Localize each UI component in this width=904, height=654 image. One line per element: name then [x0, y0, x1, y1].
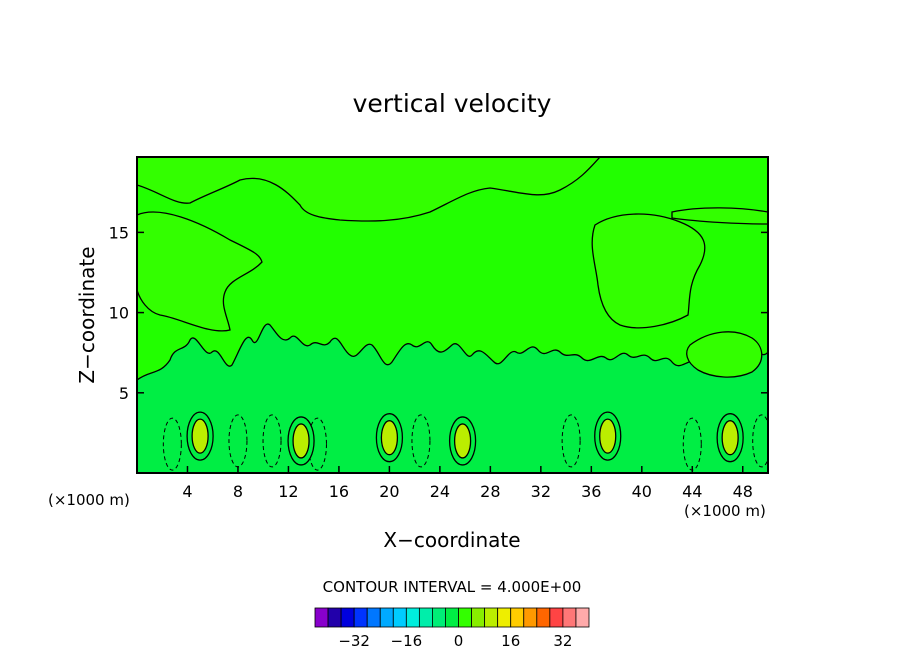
colorbar-swatch: [405, 607, 420, 628]
y-axis: 5 10 15: [109, 223, 768, 403]
contour-interval-label: CONTOUR INTERVAL = 4.000E+00: [323, 578, 582, 596]
x-unit-left: (×1000 m): [48, 491, 130, 509]
downdraft-core: [162, 417, 182, 471]
colorbar-swatch: [340, 607, 355, 628]
x-tick-label: 20: [379, 482, 399, 501]
colorbar-tick-label: 0: [454, 632, 464, 650]
colorbar-swatch: [549, 607, 564, 628]
velocity-cores: [162, 411, 768, 471]
upper-contour-top: [137, 157, 601, 222]
upper-contour-streak: [671, 207, 768, 225]
x-tick-label: 44: [682, 482, 702, 501]
x-tick-label: 24: [430, 482, 450, 501]
upper-contour-right: [591, 213, 706, 329]
x-tick-label: 40: [632, 482, 652, 501]
downdraft-core: [411, 414, 431, 468]
colorbar-swatch: [353, 607, 368, 628]
downdraft-core: [228, 414, 248, 468]
colorbar-swatch: [392, 607, 407, 628]
colorbar-swatch: [497, 607, 512, 628]
colorbar-swatch: [575, 607, 590, 628]
colorbar: [314, 607, 590, 628]
colorbar-tick-label: 16: [501, 632, 520, 650]
x-tick-label: 16: [329, 482, 349, 501]
colorbar-swatch: [366, 607, 381, 628]
updraft-core: [599, 418, 617, 454]
x-tick-label: 28: [480, 482, 500, 501]
updraft-core: [292, 423, 310, 459]
y-tick-label: 10: [109, 304, 129, 323]
downdraft-core: [262, 414, 282, 468]
x-unit-right: (×1000 m): [684, 502, 766, 520]
colorbar-swatch: [484, 607, 499, 628]
colorbar-swatch: [314, 607, 329, 628]
colorbar-swatch: [418, 607, 433, 628]
x-axis-label: X−coordinate: [383, 528, 520, 552]
colorbar-tick-label: −32: [338, 632, 370, 650]
downdraft-core: [752, 414, 768, 468]
colorbar-swatch: [327, 607, 342, 628]
mid-contour-right: [686, 331, 763, 378]
updraft-core: [380, 420, 399, 456]
updraft-core: [191, 418, 209, 454]
colorbar-swatch: [445, 607, 459, 628]
colorbar-swatch: [536, 607, 551, 628]
x-tick-label: 12: [278, 482, 298, 501]
x-tick-label: 4: [182, 482, 192, 501]
downdraft-core: [561, 414, 581, 468]
x-tick-label: 32: [531, 482, 551, 501]
downdraft-core: [682, 417, 702, 471]
x-axis: 4 8 12 16 20 24 28 32 36 40 44 48: [182, 466, 753, 501]
colorbar-swatch: [471, 607, 486, 628]
colorbar-tick-label: 32: [553, 632, 572, 650]
colorbar-swatch: [523, 607, 538, 628]
upper-region-contours: [137, 157, 768, 378]
colorbar-swatch: [510, 607, 525, 628]
colorbar-swatch: [562, 607, 577, 628]
colorbar-swatch: [379, 607, 394, 628]
chart-title: vertical velocity: [353, 89, 552, 118]
y-tick-label: 5: [119, 384, 129, 403]
colorbar-ticks: −32 −16 0 16 32: [338, 632, 572, 650]
colorbar-swatch: [458, 607, 472, 628]
upper-contour-left: [137, 211, 263, 332]
y-tick-label: 15: [109, 223, 129, 242]
y-axis-label: Z−coordinate: [75, 246, 99, 383]
x-tick-label: 36: [581, 482, 601, 501]
plot-area: [137, 157, 768, 473]
plot-frame: [136, 156, 769, 474]
updraft-core: [453, 423, 472, 459]
colorbar-tick-label: −16: [391, 632, 423, 650]
updraft-core: [721, 420, 739, 456]
x-tick-label: 8: [233, 482, 243, 501]
x-tick-label: 48: [733, 482, 753, 501]
colorbar-swatch: [432, 607, 446, 628]
